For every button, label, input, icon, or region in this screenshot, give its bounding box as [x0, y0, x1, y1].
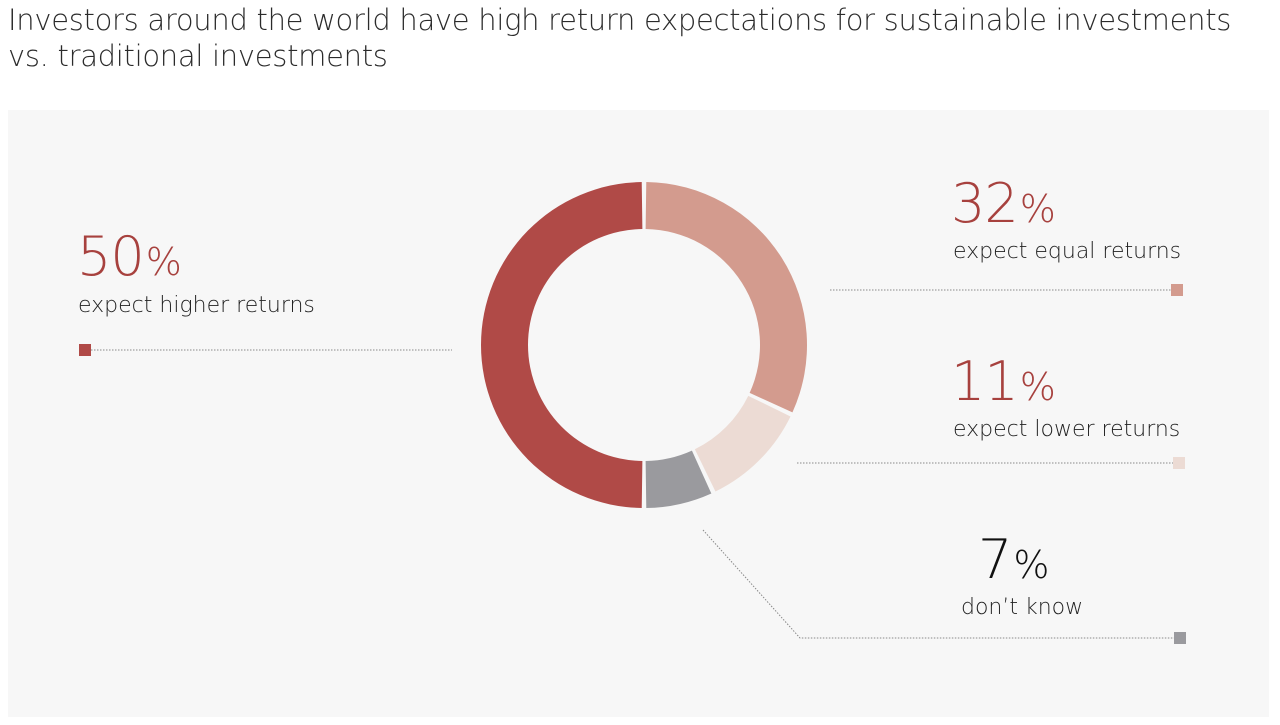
pct-higher-unit: %	[145, 240, 182, 284]
pct-lower-unit: %	[1019, 365, 1056, 409]
label-equal: expect equal returns	[953, 239, 1182, 264]
pct-equal-unit: %	[1019, 187, 1056, 231]
marker-higher	[79, 344, 91, 356]
pct-dont-know-value: 7	[978, 528, 1012, 591]
chart-title: Investors around the world have high ret…	[8, 3, 1232, 73]
donut-slice-dont-know	[645, 450, 712, 508]
leader-line-dont-know	[702, 529, 1174, 639]
pct-dont-know: 7%	[978, 533, 1049, 587]
pct-higher-value: 50	[77, 225, 145, 288]
pct-lower-value: 11	[951, 350, 1019, 413]
label-dont-know: don’t know	[961, 595, 1084, 620]
donut-slice-lower	[694, 395, 791, 492]
pct-lower: 11%	[951, 355, 1056, 409]
pct-dont-know-unit: %	[1013, 543, 1049, 587]
donut-slice-equal	[645, 182, 807, 413]
pct-higher: 50%	[77, 230, 182, 284]
pct-equal: 32%	[951, 177, 1056, 231]
marker-equal	[1171, 284, 1183, 296]
marker-lower	[1173, 457, 1185, 469]
donut-slice-higher	[481, 182, 643, 508]
label-lower: expect lower returns	[953, 417, 1181, 442]
pct-equal-value: 32	[951, 172, 1019, 235]
label-higher: expect higher returns	[78, 293, 315, 318]
marker-dont-know	[1174, 632, 1186, 644]
